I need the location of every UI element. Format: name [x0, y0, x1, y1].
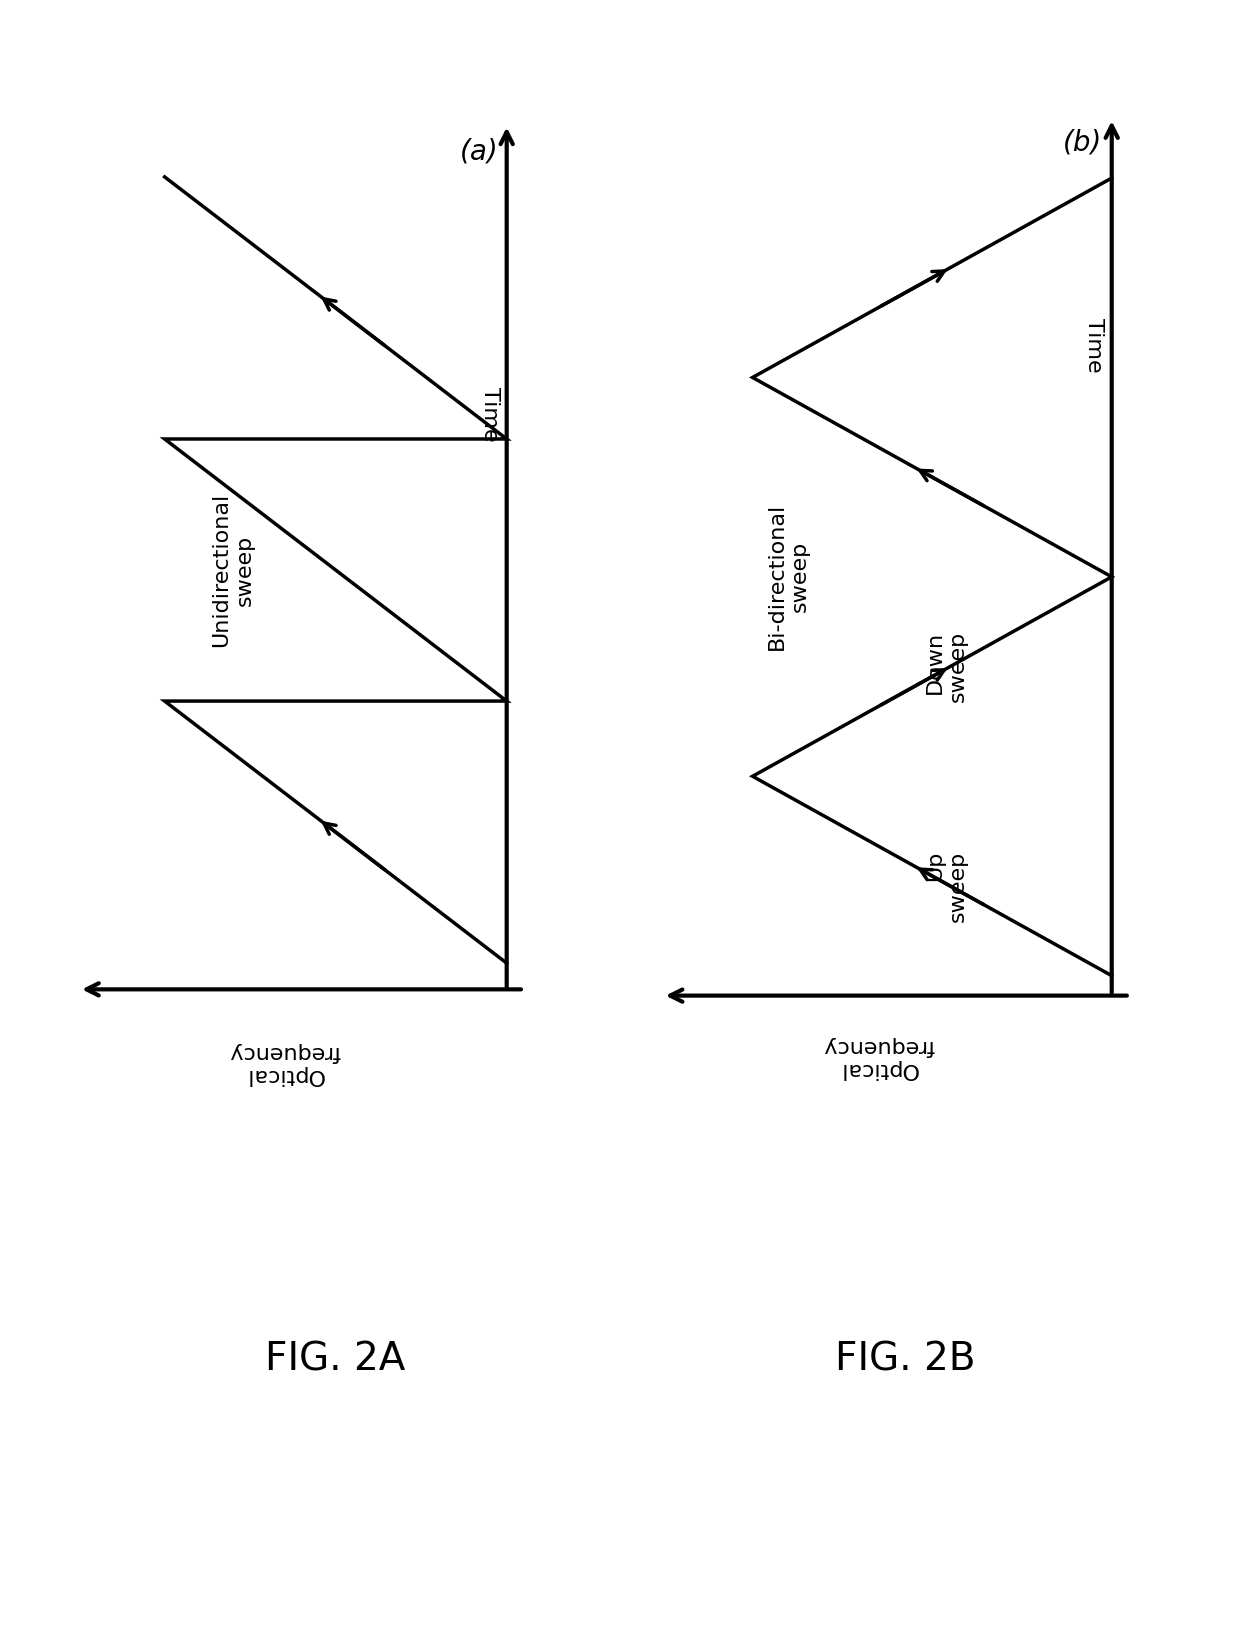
Text: Bi-directional
sweep: Bi-directional sweep [766, 503, 810, 650]
Text: Time: Time [1084, 318, 1104, 372]
Text: FIG. 2B: FIG. 2B [835, 1340, 976, 1379]
Text: Up
sweep: Up sweep [925, 850, 968, 922]
Text: Unidirectional
sweep: Unidirectional sweep [212, 493, 254, 647]
Text: (a): (a) [460, 138, 498, 165]
Text: Time: Time [480, 387, 500, 441]
Text: Down
sweep: Down sweep [925, 631, 968, 703]
Text: (b): (b) [1064, 128, 1102, 156]
Text: FIG. 2A: FIG. 2A [264, 1340, 405, 1379]
Text: Optical
frequency: Optical frequency [228, 1042, 340, 1084]
Text: Optical
frequency: Optical frequency [822, 1035, 934, 1079]
